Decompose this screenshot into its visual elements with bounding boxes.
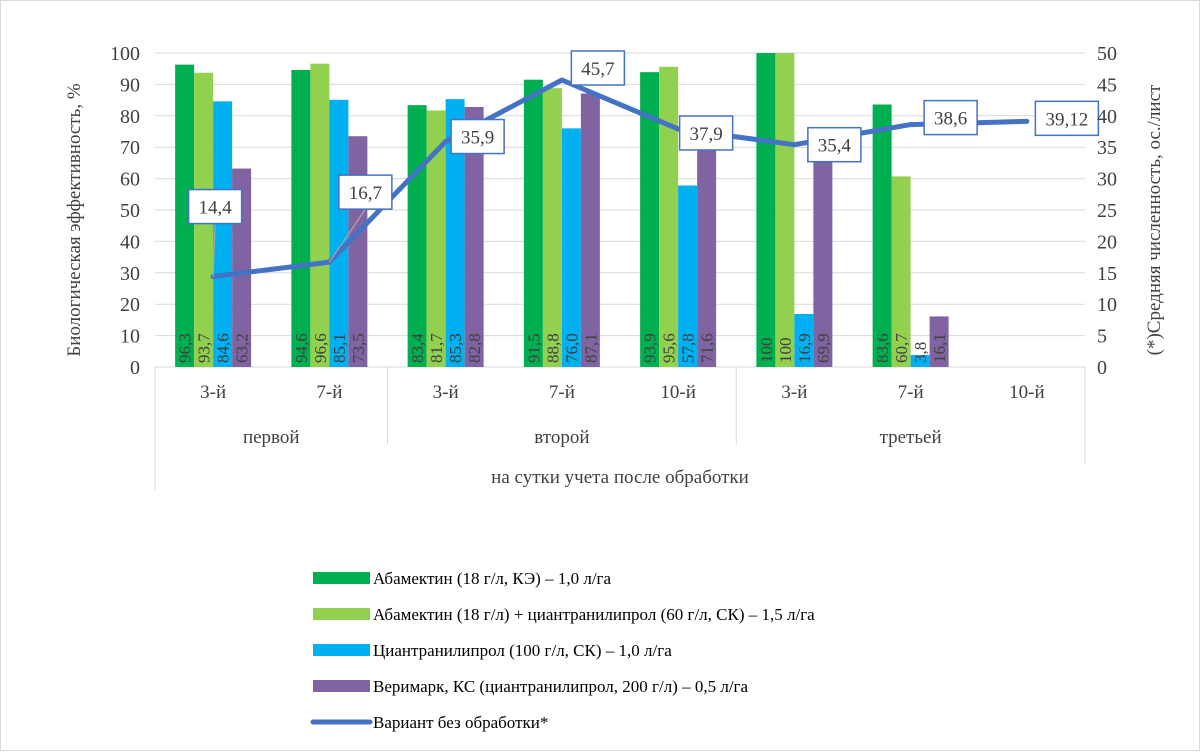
bar-data-label: 16,9 [795, 333, 814, 363]
legend-swatch [313, 644, 370, 656]
line-data-label: 14,4 [199, 198, 233, 219]
y2-tick-label: 25 [1097, 200, 1117, 222]
y2-axis-title: (*)Средняя численность, ос./лист [1144, 84, 1165, 355]
bar-data-label: 82,8 [465, 333, 484, 363]
bar-data-label: 63,2 [233, 333, 252, 363]
bar [562, 128, 581, 367]
bar-data-label: 84,6 [214, 333, 233, 363]
legend-label: Вариант без обработки* [373, 713, 548, 732]
category-label: 7-й [549, 382, 575, 403]
legend-swatch [313, 608, 370, 620]
y-tick-label: 10 [120, 326, 140, 348]
bar-data-label: 83,4 [408, 333, 427, 363]
bar [524, 80, 543, 367]
line-data-label: 16,7 [349, 183, 382, 204]
bar-data-label: 100 [776, 338, 795, 364]
bar [659, 67, 678, 367]
bar-data-label: 85,1 [330, 333, 349, 363]
group-label: первой [243, 427, 300, 448]
category-label: 10-й [1009, 382, 1045, 403]
bar [543, 88, 562, 367]
line-data-label: 39,12 [1046, 109, 1089, 130]
y2-tick-label: 45 [1097, 74, 1117, 96]
category-label: 7-й [898, 382, 924, 403]
bar-data-label: 71,6 [698, 333, 717, 363]
bar-data-label: 91,5 [524, 333, 543, 363]
bar-data-label: 93,9 [641, 333, 660, 363]
legend-swatch [313, 680, 370, 692]
line-data-label: 45,7 [581, 59, 614, 80]
bar-data-label: 85,3 [446, 333, 465, 363]
bar [348, 136, 367, 367]
bar-data-label: 88,8 [543, 333, 562, 363]
category-label: 3-й [200, 382, 226, 403]
category-label: 3-й [781, 382, 807, 403]
bar-data-label: 57,8 [679, 333, 698, 363]
y-tick-label: 60 [120, 169, 140, 191]
category-label: 3-й [433, 382, 459, 403]
bar [581, 94, 600, 367]
bar [873, 104, 892, 367]
y2-tick-label: 35 [1097, 137, 1117, 159]
bar [291, 70, 310, 367]
y2-tick-label: 20 [1097, 231, 1117, 253]
category-label: 7-й [316, 382, 342, 403]
legend-label: Абамектин (18 г/л, КЭ) – 1,0 л/га [373, 569, 612, 588]
bar-data-label: 73,5 [349, 333, 368, 363]
category-label: 10-й [660, 382, 696, 403]
y2-tick-label: 0 [1097, 357, 1107, 379]
bar [329, 100, 348, 367]
y-tick-label: 40 [120, 231, 140, 253]
line-data-label: 35,9 [461, 128, 494, 149]
y-tick-label: 20 [120, 294, 140, 316]
bar-data-label: 76,0 [562, 333, 581, 363]
x-axis-title: на сутки учета после обработки [491, 467, 749, 488]
bar-data-label: 94,6 [292, 333, 311, 363]
y-tick-label: 80 [120, 106, 140, 128]
bar-data-label: 83,6 [873, 333, 892, 363]
bar-data-label: 60,7 [892, 333, 911, 363]
legend-swatch [313, 572, 370, 584]
bar-data-label: 81,7 [427, 333, 446, 363]
y-axis-title: Биологическая эффективность, % [64, 83, 85, 356]
bar-data-label: 87,1 [581, 333, 600, 363]
legend-label: Циантранилипрол (100 г/л, СК) – 1,0 л/га [373, 641, 672, 660]
y2-tick-label: 5 [1097, 326, 1107, 348]
line-data-label: 38,6 [934, 109, 967, 130]
y-tick-label: 90 [120, 74, 140, 96]
line-data-label: 35,4 [818, 136, 852, 157]
bar [213, 101, 232, 367]
bar [756, 53, 775, 367]
bar-data-label: 93,7 [195, 333, 214, 363]
y2-tick-label: 40 [1097, 106, 1117, 128]
bar [310, 64, 329, 367]
y2-tick-label: 50 [1097, 43, 1117, 65]
bar-data-label: 16,1 [930, 333, 949, 363]
bar-data-label: 95,6 [660, 333, 679, 363]
y-tick-label: 0 [130, 357, 140, 379]
bar-data-label: 100 [757, 338, 776, 364]
bar [775, 53, 794, 367]
y2-tick-label: 15 [1097, 263, 1117, 285]
y2-tick-label: 10 [1097, 294, 1117, 316]
bar-data-label: 96,3 [176, 333, 195, 363]
y-tick-label: 70 [120, 137, 140, 159]
y-tick-label: 30 [120, 263, 140, 285]
group-label: третьей [880, 427, 942, 448]
legend-label: Веримарк, КС (циантранилипрол, 200 г/л) … [373, 677, 749, 696]
bar-data-label: 96,6 [311, 333, 330, 363]
y2-tick-label: 30 [1097, 169, 1117, 191]
line-data-label: 37,9 [690, 124, 723, 145]
y-tick-label: 50 [120, 200, 140, 222]
y-tick-label: 100 [110, 43, 140, 65]
group-label: второй [534, 427, 589, 448]
legend-label: Абамектин (18 г/л) + циантранилипрол (60… [373, 605, 815, 624]
bar-data-label: 69,9 [814, 333, 833, 363]
bar [408, 105, 427, 367]
bar-data-label: 3,8 [911, 342, 930, 363]
